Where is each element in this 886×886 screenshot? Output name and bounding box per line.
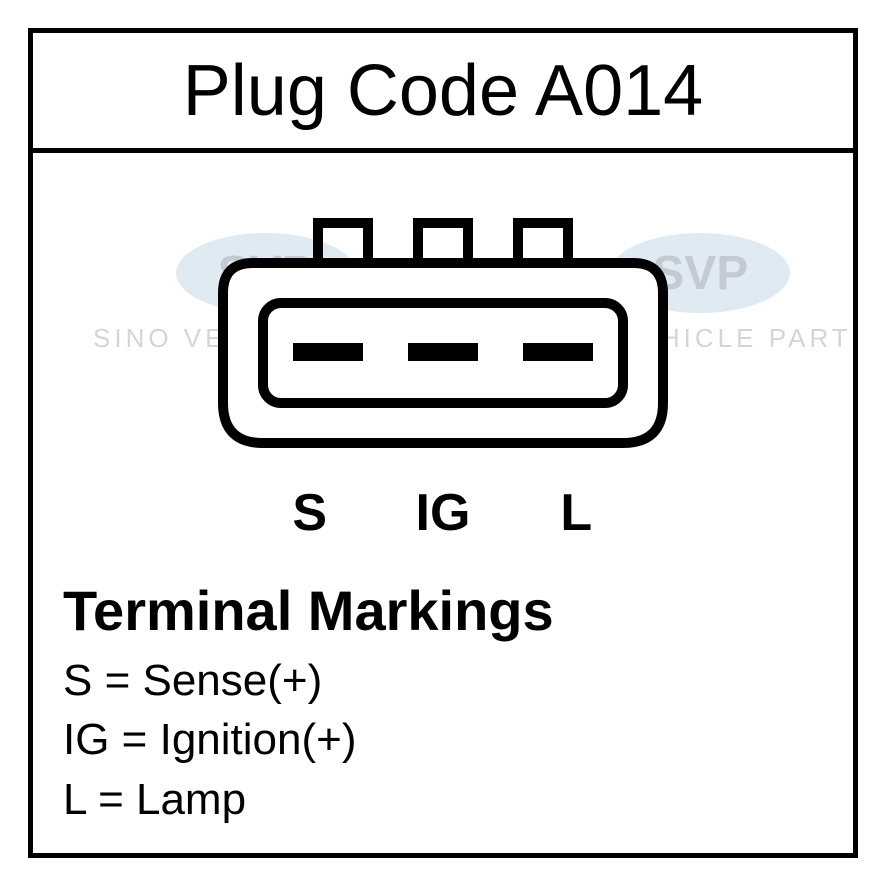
connector-icon (203, 213, 683, 473)
terminal-markings-heading: Terminal Markings (63, 578, 823, 643)
connector-diagram-section: SVP SINO VEHICLE PARTS SVP SINO VEHICLE … (33, 153, 853, 558)
marking-line-l: L = Lamp (63, 770, 823, 829)
diagram-frame: Plug Code A014 SVP SINO VEHICLE PARTS SV… (28, 28, 858, 858)
pin-labels-row: S IG L (243, 483, 643, 543)
title-section: Plug Code A014 (33, 33, 853, 153)
pin-label-ig: IG (383, 483, 503, 543)
terminal-markings-section: Terminal Markings S = Sense(+) IG = Igni… (33, 558, 853, 849)
marking-line-s: S = Sense(+) (63, 651, 823, 710)
marking-line-ig: IG = Ignition(+) (63, 710, 823, 769)
plug-code-title: Plug Code A014 (183, 50, 703, 132)
pin-label-s: S (250, 483, 370, 543)
pin-label-l: L (516, 483, 636, 543)
